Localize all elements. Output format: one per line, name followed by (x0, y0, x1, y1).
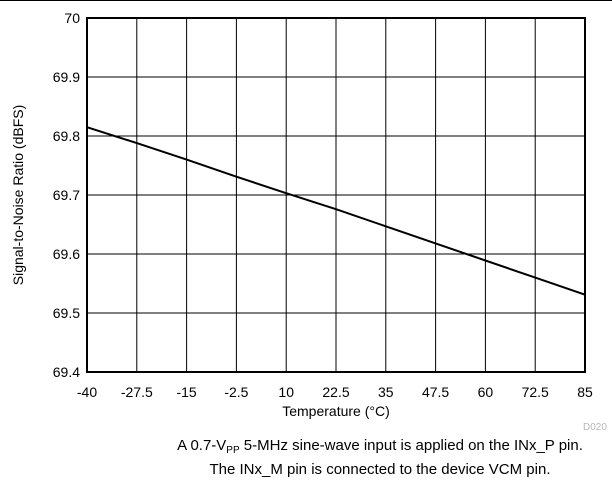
x-tick-label: 60 (478, 384, 494, 400)
x-tick-label: -40 (77, 384, 97, 400)
y-tick-label: 69.8 (53, 128, 80, 144)
grid-lines (86, 17, 586, 373)
snr-series-line (86, 126, 586, 296)
y-tick-label: 69.9 (53, 69, 80, 85)
caption-subscript-pp: PP (226, 445, 240, 456)
x-tick-label: 10 (278, 384, 294, 400)
x-tick-label: -15 (176, 384, 196, 400)
y-tick-label: 69.7 (53, 187, 80, 203)
x-tick-labels: -40 -27.5 -15 -2.5 10 22.5 35 47.5 60 72.5 85 (77, 384, 593, 400)
y-tick-labels: 69.4 69.5 69.6 69.7 69.8 69.9 70 (53, 10, 80, 380)
plot-frame (86, 17, 586, 373)
y-axis-title: Signal-to-Noise Ratio (dBFS) (10, 105, 26, 286)
caption-line-1-prefix: A 0.7-V (177, 437, 227, 454)
y-tick-label: 69.5 (53, 305, 80, 321)
y-tick-label: 69.4 (53, 364, 80, 380)
x-tick-label: 47.5 (422, 384, 449, 400)
x-axis-title: Temperature (°C) (282, 403, 390, 419)
x-tick-label: 72.5 (522, 384, 549, 400)
x-tick-label: -2.5 (224, 384, 248, 400)
y-tick-label: 69.6 (53, 246, 80, 262)
x-tick-label: 35 (378, 384, 394, 400)
caption-line-1: A 0.7-VPP 5-MHz sine-wave input is appli… (0, 437, 612, 456)
caption-line-2: The INx_M pin is connected to the device… (209, 461, 551, 478)
snr-vs-temperature-chart: -40 -27.5 -15 -2.5 10 22.5 35 47.5 60 72.5 85 69.4… (0, 0, 612, 433)
caption-line-1-suffix: 5-MHz sine-wave input is applied on the … (239, 437, 583, 454)
y-tick-label: 70 (64, 10, 80, 26)
x-tick-label: -27.5 (121, 384, 153, 400)
x-tick-label: 85 (577, 384, 593, 400)
figure-code: D020 (583, 422, 607, 433)
x-tick-label: 22.5 (322, 384, 349, 400)
